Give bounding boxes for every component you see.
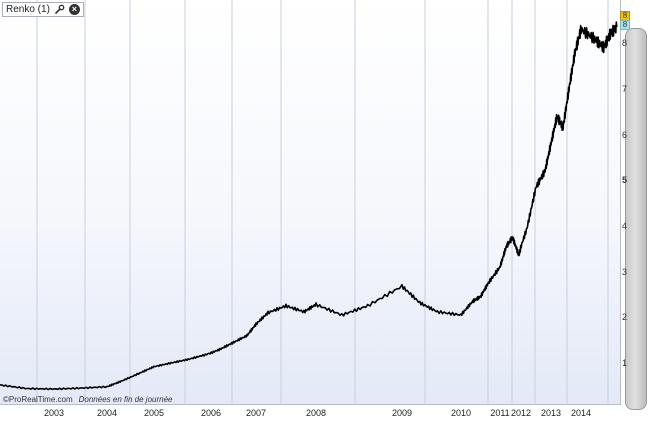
chart-footer: ©ProRealTime.com Données en fin de journ… bbox=[3, 395, 172, 404]
x-tick-label: 2014 bbox=[570, 408, 592, 418]
x-tick-label: 2011 bbox=[490, 408, 510, 418]
x-tick-label: 2006 bbox=[200, 408, 222, 418]
y-tick-label: 4 bbox=[622, 220, 628, 231]
chart-canvas bbox=[0, 0, 618, 405]
x-tick-label: 2013 bbox=[540, 408, 562, 418]
y-tick-label: 1 bbox=[622, 358, 628, 368]
indicator-title: Renko (1) bbox=[6, 4, 50, 15]
x-tick-label: 2003 bbox=[43, 408, 65, 418]
y-tick-label: 8 bbox=[622, 38, 628, 49]
x-tick-label: 2007 bbox=[245, 408, 267, 418]
y-tick-label: 7 bbox=[622, 83, 628, 94]
x-tick-label: 2005 bbox=[143, 408, 165, 418]
indicator-title-bar[interactable]: Renko (1) × bbox=[2, 2, 84, 17]
y-tick-label: 3 bbox=[622, 266, 628, 277]
x-tick-label: 2008 bbox=[305, 408, 327, 418]
copyright-text: ©ProRealTime.com bbox=[3, 395, 73, 404]
x-tick-label: 2012 bbox=[510, 408, 532, 418]
time-axis bbox=[0, 405, 621, 422]
x-tick-label: 2009 bbox=[391, 408, 413, 418]
previous-price-tag: 8 bbox=[620, 20, 630, 30]
y-tick-label: 6 bbox=[622, 129, 628, 140]
data-note: Données en fin de journée bbox=[78, 395, 173, 404]
wrench-icon[interactable] bbox=[54, 4, 65, 15]
x-tick-label: 2004 bbox=[96, 408, 118, 418]
price-series-line bbox=[0, 21, 618, 391]
y-tick-label: 5 bbox=[622, 175, 628, 186]
close-icon[interactable]: × bbox=[68, 4, 80, 15]
chart-plot-area bbox=[0, 0, 621, 405]
y-tick-label: 2 bbox=[622, 312, 628, 323]
x-tick-label: 2010 bbox=[450, 408, 472, 418]
vertical-scrollbar[interactable] bbox=[625, 28, 647, 410]
